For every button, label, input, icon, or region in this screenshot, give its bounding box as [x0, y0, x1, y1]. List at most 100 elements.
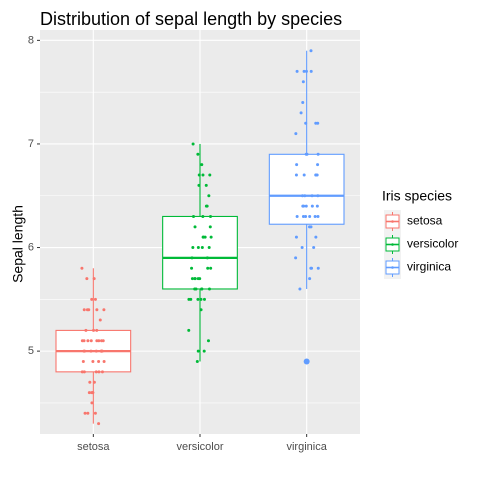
- data-point: [83, 411, 87, 415]
- data-point: [205, 256, 209, 260]
- legend-key-point: [391, 243, 394, 246]
- data-point: [197, 183, 201, 187]
- data-point: [294, 256, 298, 260]
- data-point: [313, 214, 317, 218]
- data-point: [299, 111, 303, 115]
- data-point: [95, 328, 99, 332]
- data-point: [102, 308, 106, 312]
- data-point: [92, 328, 96, 332]
- legend-label: setosa: [407, 214, 443, 228]
- data-point: [196, 246, 200, 250]
- data-point: [97, 422, 101, 426]
- data-point: [84, 328, 88, 332]
- chart-title: Distribution of sepal length by species: [40, 9, 342, 29]
- data-point: [86, 339, 90, 343]
- data-point: [294, 235, 298, 239]
- data-point: [310, 204, 314, 208]
- data-point: [209, 235, 213, 239]
- data-point: [207, 287, 211, 291]
- data-point: [202, 297, 206, 301]
- data-point: [316, 214, 320, 218]
- data-point: [196, 349, 200, 353]
- data-point: [308, 214, 312, 218]
- data-point: [201, 173, 205, 177]
- data-point: [316, 194, 320, 198]
- y-tick-label: 7: [28, 138, 34, 150]
- data-point: [102, 359, 106, 363]
- data-point: [298, 287, 302, 291]
- data-point: [294, 173, 298, 177]
- data-point: [208, 225, 212, 229]
- data-point: [205, 204, 209, 208]
- data-point: [199, 297, 203, 301]
- x-tick-label: versicolor: [176, 441, 223, 453]
- data-point: [85, 277, 89, 281]
- data-point: [94, 349, 98, 353]
- data-point: [308, 277, 312, 281]
- boxplot-versicolor: [162, 143, 238, 362]
- data-point: [93, 297, 97, 301]
- data-point: [93, 411, 97, 415]
- data-point: [201, 214, 205, 218]
- data-point: [199, 308, 203, 312]
- data-point: [315, 204, 319, 208]
- data-point: [301, 101, 305, 105]
- legend-key-point: [391, 220, 394, 223]
- data-point: [187, 297, 191, 301]
- box-versicolor: [162, 215, 238, 290]
- data-point: [202, 349, 206, 353]
- data-point: [309, 266, 313, 270]
- data-point: [295, 69, 299, 73]
- data-point: [304, 152, 308, 156]
- boxplots: [55, 50, 345, 424]
- data-point: [194, 287, 198, 291]
- legend-item-virginica: virginica: [384, 256, 451, 279]
- data-point: [314, 235, 318, 239]
- data-point: [190, 256, 194, 260]
- y-tick-label: 8: [28, 34, 34, 46]
- legend-item-versicolor: versicolor: [384, 233, 458, 256]
- legend-title: Iris species: [382, 188, 452, 204]
- data-point: [310, 194, 314, 198]
- boxplot-virginica: [268, 50, 345, 365]
- data-point: [190, 266, 194, 270]
- data-point: [80, 266, 84, 270]
- data-point: [100, 370, 104, 374]
- data-point: [100, 339, 104, 343]
- data-point: [196, 277, 200, 281]
- data-point: [314, 121, 318, 125]
- x-axis-ticks: setosa versicolor virginica: [77, 434, 328, 453]
- data-point: [304, 214, 308, 218]
- data-point: [187, 328, 191, 332]
- y-tick-label: 6: [28, 241, 34, 253]
- data-point: [312, 246, 316, 250]
- data-point: [97, 359, 101, 363]
- data-point: [89, 349, 93, 353]
- data-point: [302, 173, 306, 177]
- legend-label: virginica: [407, 260, 451, 274]
- data-point: [295, 163, 299, 167]
- data-point: [207, 194, 211, 198]
- data-point: [295, 214, 299, 218]
- data-point: [89, 339, 93, 343]
- data-point: [80, 370, 84, 374]
- data-point: [300, 194, 304, 198]
- legend-item-setosa: setosa: [384, 210, 443, 233]
- data-point: [85, 308, 89, 312]
- data-point: [309, 225, 313, 229]
- data-point: [90, 401, 94, 405]
- data-point: [304, 121, 308, 125]
- data-point: [304, 204, 308, 208]
- data-point: [94, 370, 98, 374]
- x-tick-label: virginica: [286, 441, 327, 453]
- data-point: [302, 69, 306, 73]
- legend-label: versicolor: [407, 237, 458, 251]
- data-point: [209, 266, 213, 270]
- y-tick-label: 5: [28, 345, 34, 357]
- data-point: [90, 297, 94, 301]
- data-point: [97, 370, 101, 374]
- data-point: [301, 214, 305, 218]
- data-point: [201, 235, 205, 239]
- data-point: [316, 266, 320, 270]
- data-point: [301, 80, 305, 84]
